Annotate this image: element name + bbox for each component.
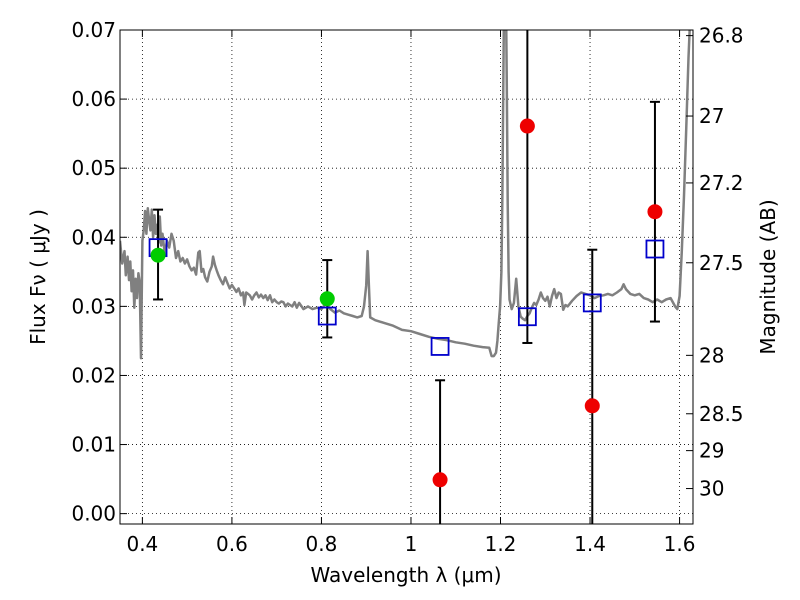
mag-tick-label: 28: [699, 343, 724, 367]
y-axis-label: Flux Fν ( μJy ): [26, 209, 50, 345]
plot-area: [120, 30, 693, 524]
mag-tick-label: 27.5: [699, 251, 744, 275]
x-tick-label: 1: [405, 532, 418, 556]
nir-point: [647, 204, 663, 220]
y-tick-label: 0.04: [71, 225, 116, 249]
model-band-marker: [645, 239, 665, 259]
mag-tick-label: 27.2: [699, 171, 744, 195]
y-tick-label: 0.00: [71, 502, 116, 526]
mag-tick-label: 26.8: [699, 24, 744, 48]
model-band-marker: [582, 293, 602, 313]
optical-point: [150, 247, 166, 263]
y-tick-label: 0.02: [71, 363, 116, 387]
model-band-marker: [317, 306, 337, 326]
data-layer: [120, 30, 691, 524]
model-band-marker: [430, 337, 450, 356]
mag-tick-label: 27: [699, 104, 724, 128]
model-band-marker: [517, 307, 537, 327]
x-tick-label: 0.6: [216, 532, 248, 556]
mag-tick-label: 29: [699, 439, 724, 463]
y-tick-label: 0.05: [71, 156, 116, 180]
y-tick-label: 0.01: [71, 433, 116, 457]
plot-frame: [119, 29, 694, 525]
nir-point: [519, 118, 535, 134]
x-tick-label: 1.6: [664, 532, 696, 556]
x-tick-label: 1.2: [485, 532, 517, 556]
nir-point: [584, 398, 600, 414]
y2-axis-label: Magnitude (AB): [756, 199, 780, 354]
x-axis-label: Wavelength λ (μm): [310, 563, 501, 587]
mag-tick-label: 30: [699, 477, 724, 501]
mag-tick-label: 28.5: [699, 402, 744, 426]
x-tick-label: 0.8: [306, 532, 338, 556]
nir-point: [432, 472, 448, 488]
ticks: 0.4 0.6 0.8 1 1.2 1.4 1.6 0.00 0.01 0.02 0.03 0.04 0…: [71, 18, 743, 556]
y-tick-label: 0.07: [71, 18, 116, 42]
y-tick-label: 0.03: [71, 294, 116, 318]
x-tick-label: 1.4: [574, 532, 606, 556]
x-tick-label: 0.4: [126, 532, 158, 556]
y-tick-label: 0.06: [71, 87, 116, 111]
optical-point: [319, 291, 335, 307]
